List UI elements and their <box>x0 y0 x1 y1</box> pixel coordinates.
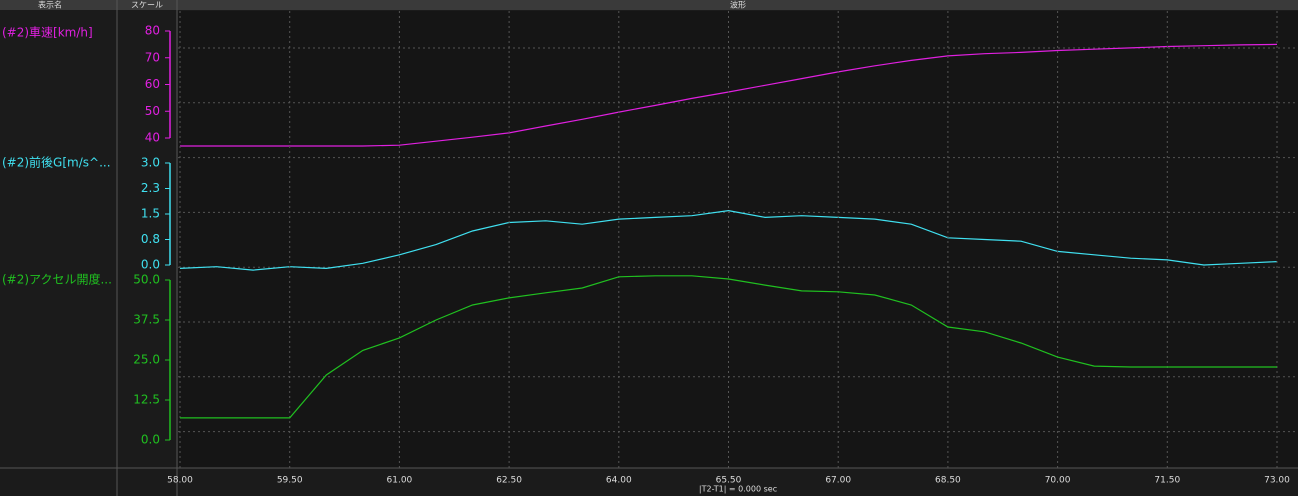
y-tick-label: 70 <box>145 50 160 64</box>
y-tick-label: 1.5 <box>141 207 160 221</box>
x-tick-label: 71.50 <box>1154 476 1180 486</box>
column-header: スケール <box>131 1 163 10</box>
channel-name: (#2)車速[km/h] <box>2 26 93 40</box>
y-tick-label: 40 <box>145 131 160 145</box>
x-tick-label: 68.50 <box>935 476 961 486</box>
x-tick-label: 59.50 <box>277 476 303 486</box>
y-tick-label: 80 <box>145 24 160 38</box>
x-tick-label: 58.00 <box>167 476 193 486</box>
wave-area <box>178 11 1298 468</box>
x-tick-label: 73.00 <box>1264 476 1290 486</box>
x-tick-label: 65.50 <box>716 476 742 486</box>
y-tick-label: 0.0 <box>141 258 160 272</box>
cursor-delta: |T2-T1| = 0.000 sec <box>699 485 777 494</box>
y-tick-label: 37.5 <box>133 313 160 327</box>
y-tick-label: 50 <box>145 104 160 118</box>
y-tick-label: 25.0 <box>133 353 160 367</box>
y-tick-label: 12.5 <box>133 393 160 407</box>
column-header: 表示名 <box>38 0 62 10</box>
x-tick-label: 62.50 <box>496 476 522 486</box>
header-bar <box>0 0 1298 10</box>
x-tick-label: 70.00 <box>1045 476 1071 486</box>
y-tick-label: 60 <box>145 77 160 91</box>
y-tick-label: 0.0 <box>141 433 160 447</box>
x-tick-label: 64.00 <box>606 476 632 486</box>
trace <box>180 275 1277 419</box>
y-tick-label: 50.0 <box>133 273 160 287</box>
y-tick-label: 2.3 <box>141 181 160 195</box>
trace <box>179 209 1278 271</box>
channel-name: (#2)前後G[m/s^... <box>2 155 111 170</box>
y-tick-label: 3.0 <box>141 156 160 170</box>
x-tick-label: 67.00 <box>825 476 851 486</box>
column-header: 波形 <box>730 0 746 10</box>
channel-name: (#2)アクセル開度... <box>2 272 112 287</box>
y-tick-label: 0.8 <box>141 232 160 246</box>
x-tick-label: 61.00 <box>387 476 413 486</box>
